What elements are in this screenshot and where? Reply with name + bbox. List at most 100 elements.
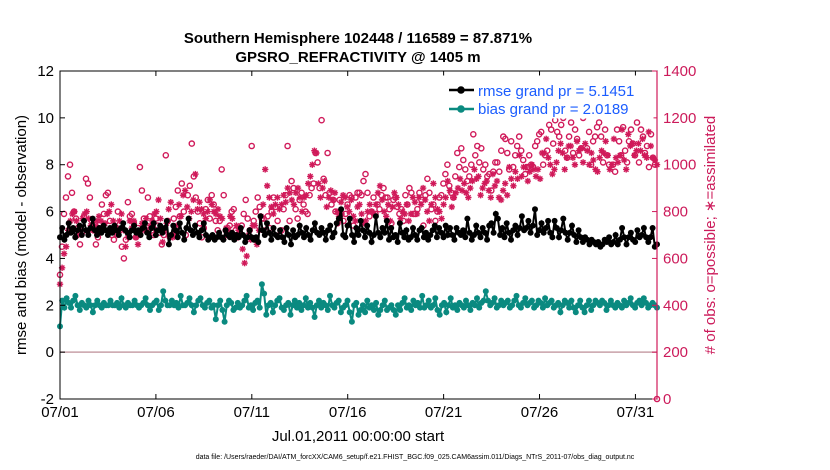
obs-assimilated-point: [518, 173, 525, 180]
rmse-series-point: [266, 229, 273, 236]
bias-series-point: [590, 302, 597, 309]
obs-possible-point: [286, 217, 293, 225]
obs-assimilated-stroke: [59, 265, 65, 271]
obs-assimilated-stroke: [391, 190, 398, 196]
obs-assimilated-stroke: [512, 168, 519, 175]
obs-possible-point: [495, 168, 503, 175]
bias-series-point: [65, 299, 72, 306]
obs-assimilated-stroke: [463, 190, 469, 196]
obs-assimilated-stroke: [71, 208, 78, 215]
rmse-series-point: [85, 232, 92, 238]
obs-assimilated-point: [208, 201, 216, 208]
rmse-series-point: [174, 234, 181, 241]
obs-assimilated-point: [635, 140, 642, 147]
obs-possible-point: [264, 212, 272, 220]
obs-assimilated-stroke: [319, 185, 326, 191]
bias-series-point: [471, 302, 478, 309]
bias-series-point: [318, 304, 325, 311]
rmse-series-point: [634, 227, 641, 234]
rmse-series-point: [118, 225, 124, 231]
bias-series-point: [348, 318, 355, 325]
bias-series-point: [511, 297, 518, 304]
obs-assimilated-point: [614, 159, 622, 166]
bias-series-point: [210, 302, 217, 309]
rmse-series-point: [327, 222, 334, 229]
obs-assimilated-stroke: [133, 234, 139, 241]
obs-possible-point: [136, 163, 144, 171]
obs-assimilated-stroke: [219, 215, 225, 222]
obs-assimilated-stroke: [553, 159, 560, 166]
obs-assimilated-stroke: [299, 208, 305, 215]
obs-assimilated-point: [167, 198, 175, 206]
rmse-series-point: [357, 217, 364, 224]
bias-series-point: [305, 304, 311, 311]
bias-series-point: [612, 304, 619, 311]
obs-assimilated-stroke: [469, 178, 476, 184]
bias-series-point: [291, 297, 298, 304]
rmse-series-point: [240, 232, 246, 238]
obs-assimilated-point: [352, 217, 359, 225]
obs-assimilated-stroke: [313, 150, 320, 156]
obs-assimilated-point: [290, 201, 298, 208]
bias-series-point: [241, 297, 248, 304]
rmse-series-point: [599, 241, 606, 248]
obs-assimilated-point: [623, 166, 630, 173]
obs-possible-point: [138, 187, 146, 194]
obs-assimilated-stroke: [330, 197, 336, 203]
obs-assimilated-stroke: [428, 201, 435, 208]
rmse-series-point: [83, 227, 90, 234]
rmse-series-point: [492, 210, 499, 217]
obs-assimilated-point: [508, 175, 515, 183]
y-left-tick-label: 2: [46, 297, 54, 314]
bias-series-point: [557, 309, 564, 316]
rmse-series-point: [649, 225, 656, 231]
obs-assimilated-stroke: [420, 185, 426, 191]
rmse-series-point: [253, 234, 260, 241]
rmse-series-point: [94, 232, 100, 238]
bias-series-point: [316, 297, 322, 304]
rmse-series-point: [484, 236, 491, 243]
rmse-series-point: [462, 234, 469, 241]
rmse-series-point: [606, 234, 613, 241]
obs-assimilated-stroke: [447, 187, 453, 194]
rmse-series-point: [259, 227, 266, 234]
obs-assimilated-point: [159, 238, 166, 246]
rmse-series-point: [288, 241, 294, 248]
obs-assimilated-point: [497, 196, 505, 204]
obs-assimilated-stroke: [389, 204, 396, 210]
rmse-series-point: [475, 229, 482, 236]
obs-assimilated-stroke: [297, 194, 303, 201]
bias-series-point: [201, 304, 208, 311]
obs-possible-point: [248, 142, 255, 150]
bias-series-point: [223, 302, 230, 309]
obs-assimilated-stroke: [442, 194, 449, 201]
bias-series-point: [588, 307, 595, 313]
rmse-series-point: [192, 222, 199, 229]
rmse-series-point: [168, 232, 175, 238]
obs-assimilated-stroke: [385, 201, 391, 208]
bias-series-point: [322, 302, 329, 309]
obs-possible-point: [525, 151, 533, 159]
rmse-series-point: [157, 222, 164, 229]
rmse-series-point: [645, 239, 652, 245]
obs-possible-point: [212, 217, 219, 225]
rmse-series-point: [338, 206, 345, 213]
obs-assimilated-stroke: [395, 201, 402, 208]
bias-series-point: [311, 314, 318, 320]
rmse-series-point: [61, 236, 68, 243]
bias-series-point: [496, 302, 502, 309]
obs-assimilated-stroke: [202, 215, 209, 222]
obs-assimilated-point: [157, 215, 164, 222]
rmse-series-point: [414, 236, 421, 243]
obs-assimilated-stroke: [639, 136, 646, 142]
obs-assimilated-stroke: [362, 218, 369, 224]
obs-assimilated-stroke: [522, 164, 529, 170]
bias-series-point: [441, 299, 448, 306]
obs-possible-point: [501, 135, 509, 143]
obs-assimilated-point: [424, 208, 431, 215]
rmse-series-point: [135, 227, 142, 234]
obs-assimilated-point: [532, 173, 540, 180]
rmse-series-point: [216, 229, 223, 236]
rmse-series-point: [137, 232, 144, 238]
legend-box: [442, 75, 654, 119]
